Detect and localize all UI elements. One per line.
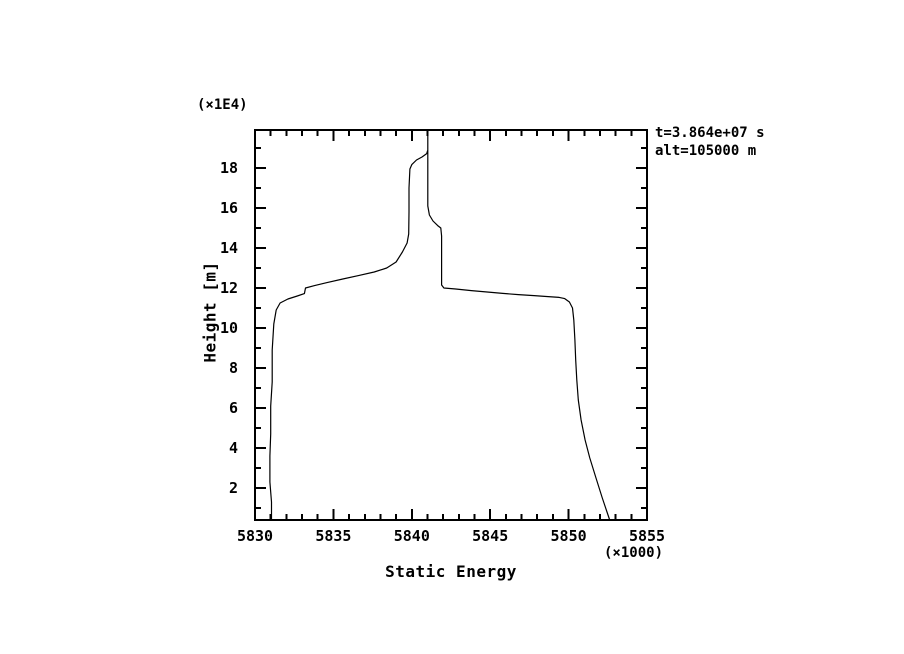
annotation-block: t=3.864e+07 s alt=105000 m — [655, 124, 765, 160]
y-axis-scale-note: (×1E4) — [197, 97, 248, 113]
x-tick-label: 5855 — [629, 527, 665, 545]
y-tick-label: 4 — [229, 439, 238, 457]
y-tick-label: 8 — [229, 359, 238, 377]
y-tick-label: 14 — [220, 239, 238, 257]
y-tick-label: 16 — [220, 199, 238, 217]
x-tick-label: 5850 — [551, 527, 587, 545]
y-tick-label: 10 — [220, 319, 238, 337]
x-axis-scale-note: (×1000) — [604, 545, 664, 561]
y-tick-label: 2 — [229, 479, 238, 497]
y-tick-label: 12 — [220, 279, 238, 297]
annotation-altitude: alt=105000 m — [655, 143, 757, 159]
x-tick-label: 5840 — [394, 527, 430, 545]
annotation-time: t=3.864e+07 s — [655, 125, 765, 141]
x-tick-label: 5830 — [237, 527, 273, 545]
y-tick-label: 18 — [220, 159, 238, 177]
plot-frame — [254, 129, 648, 521]
y-axis-title: Height [m] — [200, 261, 220, 363]
y-tick-label: 6 — [229, 399, 238, 417]
x-axis-title: Static Energy — [385, 562, 517, 581]
series-static-energy-profile — [269, 129, 611, 521]
x-tick-label: 5845 — [472, 527, 508, 545]
x-tick-label: 5835 — [315, 527, 351, 545]
